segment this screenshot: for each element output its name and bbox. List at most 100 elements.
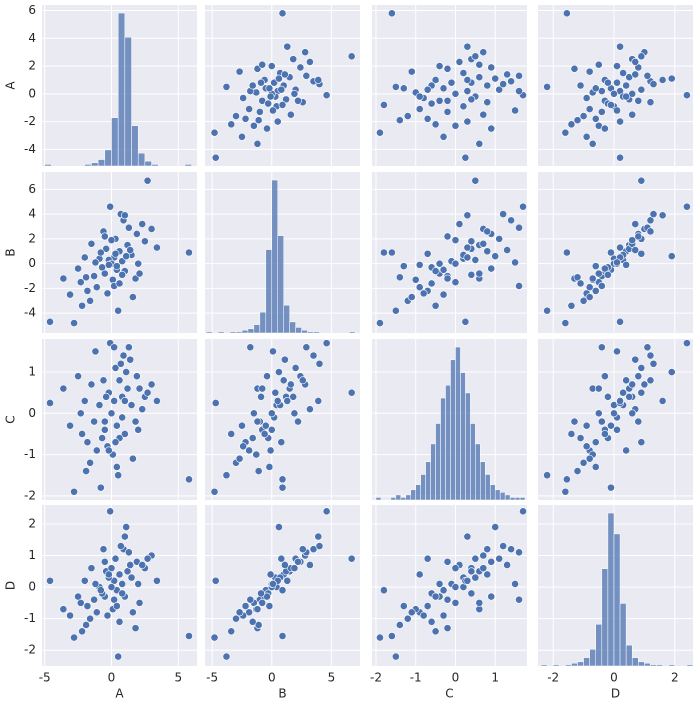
scatter-point — [118, 589, 127, 598]
scatter-point — [100, 417, 109, 426]
scatter-point — [227, 430, 236, 438]
scatter-point — [80, 397, 89, 405]
scatter-point — [451, 278, 460, 287]
scatter-point — [269, 106, 277, 115]
scatter-point — [46, 317, 54, 326]
scatter-point — [461, 317, 470, 326]
scatter-point — [98, 263, 107, 272]
histogram-bar — [519, 497, 526, 501]
scatter-point — [423, 85, 432, 94]
scatter-point — [499, 210, 508, 219]
scatter-point — [258, 598, 267, 607]
panel-background — [205, 339, 360, 500]
scatter-point — [499, 80, 508, 89]
histogram-bar — [390, 497, 397, 501]
scatter-point — [579, 296, 588, 305]
y-axis-label: B — [4, 248, 18, 256]
scatter-point — [275, 74, 283, 83]
scatter-point — [613, 425, 621, 434]
scatter-point — [114, 306, 123, 315]
scatter-point — [562, 9, 571, 18]
x-axis-label: A — [115, 687, 124, 701]
scatter-point — [66, 611, 74, 620]
scatter-point — [128, 608, 137, 617]
scatter-point — [637, 249, 646, 258]
histogram-bar — [583, 657, 590, 667]
scatter-point — [443, 64, 452, 73]
histogram-bar — [650, 664, 657, 667]
scatter-point — [646, 351, 655, 360]
scatter-point — [290, 564, 299, 573]
scatter-point — [210, 633, 219, 642]
scatter-point — [59, 274, 68, 283]
scatter-point — [104, 446, 113, 455]
scatter-point — [211, 399, 220, 407]
scatter-point — [110, 343, 119, 352]
histogram-bar — [455, 346, 461, 501]
scatter-point — [380, 101, 388, 109]
scatter-point — [104, 260, 113, 269]
scatter-point — [597, 107, 606, 116]
histogram-bar — [217, 331, 225, 334]
scatter-point — [92, 283, 101, 292]
scatter-point — [597, 343, 606, 352]
scatter-point — [479, 564, 488, 573]
y-tick-label: -2 — [24, 114, 36, 128]
scatter-point — [455, 58, 464, 66]
scatter-point — [637, 438, 646, 447]
scatter-point — [576, 81, 585, 90]
scatter-point — [567, 430, 576, 438]
scatter-point — [280, 355, 289, 364]
histogram-bar — [668, 664, 676, 667]
scatter-point — [267, 425, 276, 434]
scatter-point — [649, 359, 658, 368]
scatter-point — [100, 557, 109, 566]
scatter-point — [511, 258, 519, 267]
scatter-point — [567, 120, 576, 129]
y-tick-label: 2 — [28, 516, 36, 530]
scatter-point — [96, 483, 105, 492]
scatter-point — [70, 319, 78, 327]
scatter-point — [646, 376, 655, 385]
scatter-point — [507, 77, 516, 86]
scatter-point — [278, 632, 287, 640]
scatter-point — [87, 564, 96, 573]
scatter-point — [483, 247, 492, 256]
scatter-point — [294, 96, 302, 105]
scatter-point — [495, 554, 504, 563]
panel — [42, 505, 197, 666]
histogram-bar — [395, 494, 402, 501]
histogram-bar — [440, 397, 446, 501]
scatter-point — [294, 417, 302, 426]
scatter-point — [471, 52, 480, 61]
scatter-point — [66, 290, 74, 299]
histogram-bar — [514, 497, 521, 501]
scatter-point — [637, 388, 646, 397]
scatter-point — [591, 114, 600, 123]
scatter-point — [110, 397, 119, 405]
scatter-point — [91, 258, 100, 267]
histogram-bar — [601, 568, 609, 667]
panel — [372, 5, 527, 166]
scatter-point — [487, 592, 496, 601]
scatter-point — [120, 532, 129, 541]
y-tick-label: 0 — [28, 86, 36, 100]
scatter-point — [475, 60, 484, 69]
scatter-point — [616, 397, 624, 405]
scatter-point — [138, 220, 147, 228]
scatter-point — [622, 446, 631, 455]
scatter-point — [573, 116, 582, 125]
scatter-point — [495, 234, 504, 243]
scatter-point — [667, 74, 676, 83]
y-tick-label: 1 — [28, 365, 36, 379]
scatter-point — [314, 397, 323, 405]
scatter-point — [391, 652, 400, 661]
histogram-bar — [97, 159, 106, 167]
scatter-point — [185, 632, 193, 640]
panel — [538, 339, 693, 500]
scatter-point — [467, 567, 476, 576]
scatter-point — [415, 260, 424, 269]
scatter-point — [116, 359, 125, 368]
scatter-point — [255, 107, 264, 116]
scatter-point — [471, 256, 480, 264]
